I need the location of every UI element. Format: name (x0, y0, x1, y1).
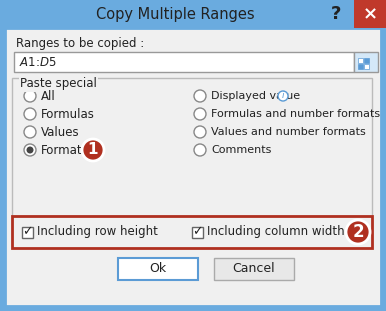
FancyBboxPatch shape (354, 0, 386, 28)
Circle shape (24, 144, 36, 156)
Text: 2: 2 (352, 223, 364, 241)
FancyBboxPatch shape (5, 28, 381, 306)
FancyBboxPatch shape (214, 258, 294, 280)
Text: Values and number formats: Values and number formats (211, 127, 366, 137)
Text: Values: Values (41, 126, 80, 138)
Text: $A$1:$D$5: $A$1:$D$5 (19, 55, 56, 68)
Circle shape (346, 220, 370, 244)
Circle shape (27, 146, 34, 154)
Text: ?: ? (331, 5, 341, 23)
Text: Formats: Formats (41, 143, 89, 156)
Circle shape (194, 144, 206, 156)
Circle shape (194, 90, 206, 102)
FancyBboxPatch shape (364, 64, 369, 69)
FancyBboxPatch shape (364, 58, 369, 63)
Text: i: i (282, 91, 284, 100)
FancyBboxPatch shape (118, 258, 198, 280)
Text: Copy Multiple Ranges: Copy Multiple Ranges (96, 7, 254, 21)
Text: Ok: Ok (149, 262, 167, 276)
Circle shape (24, 126, 36, 138)
Text: Cancel: Cancel (233, 262, 275, 276)
Text: Formulas: Formulas (41, 108, 95, 120)
Circle shape (194, 126, 206, 138)
FancyBboxPatch shape (358, 58, 363, 63)
FancyBboxPatch shape (12, 78, 372, 216)
FancyBboxPatch shape (12, 216, 372, 248)
Circle shape (82, 139, 104, 161)
Circle shape (24, 90, 36, 102)
Text: 1: 1 (88, 142, 98, 157)
Text: Paste special: Paste special (20, 77, 97, 91)
Text: Formulas and number formats: Formulas and number formats (211, 109, 380, 119)
Circle shape (278, 91, 288, 101)
Circle shape (24, 108, 36, 120)
Text: ✓: ✓ (22, 225, 33, 239)
FancyBboxPatch shape (0, 0, 386, 28)
Text: Comments: Comments (211, 145, 271, 155)
Text: All: All (41, 90, 56, 103)
Text: Including column width: Including column width (207, 225, 345, 239)
Text: ✓: ✓ (192, 225, 203, 239)
Text: Displayed value: Displayed value (211, 91, 300, 101)
FancyBboxPatch shape (22, 226, 33, 238)
FancyBboxPatch shape (14, 52, 354, 72)
Circle shape (194, 108, 206, 120)
Text: Ranges to be copied :: Ranges to be copied : (16, 38, 144, 50)
FancyBboxPatch shape (354, 52, 378, 72)
Text: Including row height: Including row height (37, 225, 158, 239)
Text: ×: × (362, 5, 378, 23)
FancyBboxPatch shape (358, 64, 363, 69)
FancyBboxPatch shape (192, 226, 203, 238)
